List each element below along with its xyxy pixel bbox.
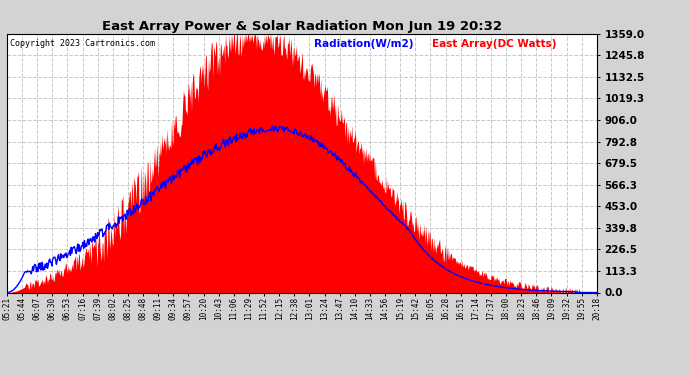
Text: Radiation(W/m2): Radiation(W/m2) — [314, 39, 413, 49]
Text: East Array(DC Watts): East Array(DC Watts) — [432, 39, 556, 49]
Title: East Array Power & Solar Radiation Mon Jun 19 20:32: East Array Power & Solar Radiation Mon J… — [102, 20, 502, 33]
Text: Copyright 2023 Cartronics.com: Copyright 2023 Cartronics.com — [10, 39, 155, 48]
